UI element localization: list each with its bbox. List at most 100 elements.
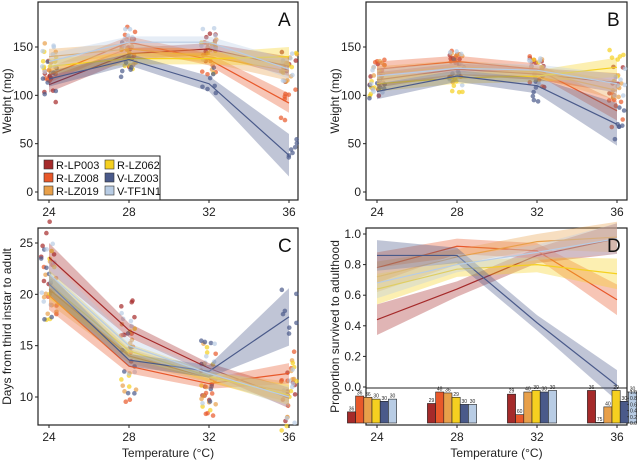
inset-bar [363,396,373,424]
legend-label: V-TF1N1 [117,186,161,198]
inset-bar [628,391,637,424]
data-point [119,68,125,74]
data-point [205,86,210,92]
inset-bar [468,404,477,424]
data-point [289,64,295,70]
y-tick-label: 0 [354,185,361,199]
data-point [53,99,59,105]
data-point [48,302,54,308]
data-point [42,317,47,322]
data-point [202,360,208,365]
data-point [613,74,619,80]
inset-bar [347,411,356,424]
y-tick-label: 100 [13,88,33,102]
data-point [126,371,132,376]
data-point [458,61,464,67]
data-point [44,230,49,236]
data-point [208,386,214,392]
data-point [44,247,49,252]
inset-bar-label: 30 [533,385,539,391]
data-point [454,53,459,58]
data-point [202,339,208,345]
series-line-v-lz003 [376,75,618,125]
data-point [536,81,542,86]
inset-y-tick-label: 0.4 [630,409,637,415]
data-point [199,338,204,343]
data-point [210,71,216,77]
data-point [122,369,127,374]
inset-bar [531,390,541,424]
y-axis-label: Weight (mg) [328,68,342,133]
data-point [286,155,292,160]
inset-bar-label: 36 [365,392,371,398]
data-point [210,413,216,418]
y-tick-label: 15 [20,339,34,353]
y-tick-label: 0.6 [344,288,361,302]
inset-bar [587,390,596,424]
data-point [621,108,627,113]
data-point [539,64,544,70]
data-point [42,41,48,46]
legend-swatch [104,172,115,183]
inset-bar [523,391,533,424]
ci-ribbon-r-lp003 [49,43,289,93]
y-tick-label: 25 [20,236,34,250]
data-point [127,397,133,403]
panel-B: 0 50 100 150 24 28 32 36 Weight (mg) B [328,1,628,219]
ci-ribbon-r-lz008 [49,36,289,113]
series-line-r-lz008 [48,294,290,385]
data-point [617,54,623,59]
data-point [200,84,205,90]
data-point [282,117,288,123]
data-point [119,304,124,309]
panel-label: B [607,10,620,31]
data-point [458,51,464,57]
data-point [50,51,56,57]
legend-swatch [43,172,54,183]
data-point [292,420,297,426]
inset-bar [515,414,525,424]
ci-ribbon-r-lz008 [49,280,289,389]
data-point [294,140,300,146]
data-point [200,400,205,406]
plot-frame [365,1,628,201]
inset-bar [388,398,397,424]
series-line-r-lp003 [376,238,618,321]
plot-frame [365,227,628,426]
inset-bar-label: 36 [445,387,451,393]
data-point [294,320,299,326]
data-point [128,318,134,324]
inset-y-tick-label: 0.8 [630,396,637,402]
data-point [47,291,52,297]
inset-bar-label: 30 [542,387,548,393]
y-tick-label: 10 [20,390,34,404]
ci-ribbon-v-lz003 [49,273,289,378]
y-tick-label: 150 [341,40,361,54]
data-point [294,291,299,297]
legend-swatch [104,159,115,170]
panel-label: A [278,10,291,31]
data-point [125,33,131,38]
series-line-r-lp003 [48,256,290,399]
data-point [132,326,138,332]
inset-bar-label: 36 [349,406,355,412]
data-point [127,26,133,32]
inset-bar-label: 30 [373,394,379,400]
data-point [531,97,537,103]
data-point [370,87,376,92]
data-point [616,94,621,100]
series-line-r-lz019 [376,236,618,278]
legend-label: R-LP003 [56,160,99,172]
data-point [454,49,459,54]
series-line-r-lz062 [48,56,290,67]
legend-box [37,155,161,201]
inset-bar [427,403,436,424]
data-point [622,82,628,88]
x-tick-label: 32 [530,205,544,219]
data-point [51,252,57,257]
data-point [530,93,536,99]
data-point [449,88,455,94]
